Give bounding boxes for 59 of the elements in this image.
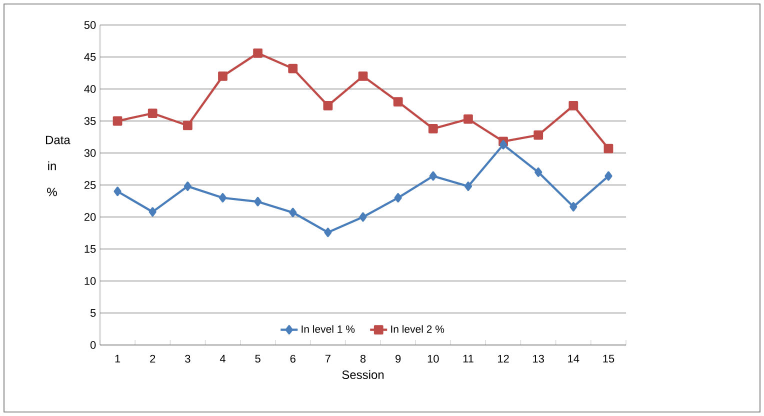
x-tick-label: 8 <box>360 354 366 363</box>
point <box>568 100 578 110</box>
x-axis-title: Session <box>342 370 384 380</box>
point <box>358 72 368 81</box>
x-tick-label: 14 <box>568 354 580 362</box>
point <box>604 171 612 181</box>
point <box>534 130 544 140</box>
y-tick-label: 40 <box>84 85 96 93</box>
point <box>218 72 228 81</box>
y-tick-label: 5 <box>90 309 96 317</box>
x-tick-label: 13 <box>533 354 544 363</box>
point <box>148 207 156 217</box>
x-tick-label: 3 <box>185 354 190 363</box>
x-tick-label: 6 <box>290 354 296 363</box>
x-tick-label: 15 <box>603 354 614 363</box>
point <box>114 186 122 196</box>
x-tick-label: 1 <box>115 354 120 362</box>
legend-label: In level 2 % <box>391 325 444 333</box>
y-tick-label: 45 <box>84 53 96 61</box>
x-tick-label: 12 <box>498 354 509 363</box>
point <box>428 124 438 134</box>
y-tick-label: 15 <box>84 245 96 253</box>
y-tick-label: 35 <box>84 117 96 125</box>
point <box>184 182 192 191</box>
legend-label: In level 1 % <box>302 325 355 333</box>
point <box>499 140 508 150</box>
y-tick-label: 30 <box>84 149 96 157</box>
point <box>148 108 158 118</box>
point <box>288 64 298 74</box>
point <box>323 100 333 110</box>
point <box>112 116 122 126</box>
y-tick-label: 20 <box>84 213 96 221</box>
x-tick-label: 11 <box>463 354 474 362</box>
y-tick-label: 0 <box>90 341 96 349</box>
point <box>394 193 402 202</box>
x-tick-label: 2 <box>150 354 156 363</box>
y-tick-label: 10 <box>84 277 96 285</box>
y-tick-label: 25 <box>84 181 96 189</box>
point <box>604 144 614 154</box>
point <box>324 228 332 238</box>
text: Data in % <box>46 136 70 196</box>
point <box>218 193 227 202</box>
point <box>464 182 472 191</box>
point <box>534 168 542 177</box>
point <box>464 114 473 124</box>
x-tick-label: 5 <box>255 354 260 363</box>
x-tick-label: 4 <box>220 354 226 362</box>
point <box>359 212 367 222</box>
point <box>570 202 578 212</box>
point <box>254 196 262 206</box>
y-tick-label: 50 <box>84 21 96 29</box>
x-tick-label: 10 <box>428 354 439 363</box>
point <box>289 208 297 218</box>
point <box>429 171 437 181</box>
x-tick-label: 9 <box>396 354 401 363</box>
point <box>182 120 192 130</box>
x-tick-label: 7 <box>325 354 330 362</box>
point <box>253 48 263 58</box>
point <box>393 97 403 106</box>
